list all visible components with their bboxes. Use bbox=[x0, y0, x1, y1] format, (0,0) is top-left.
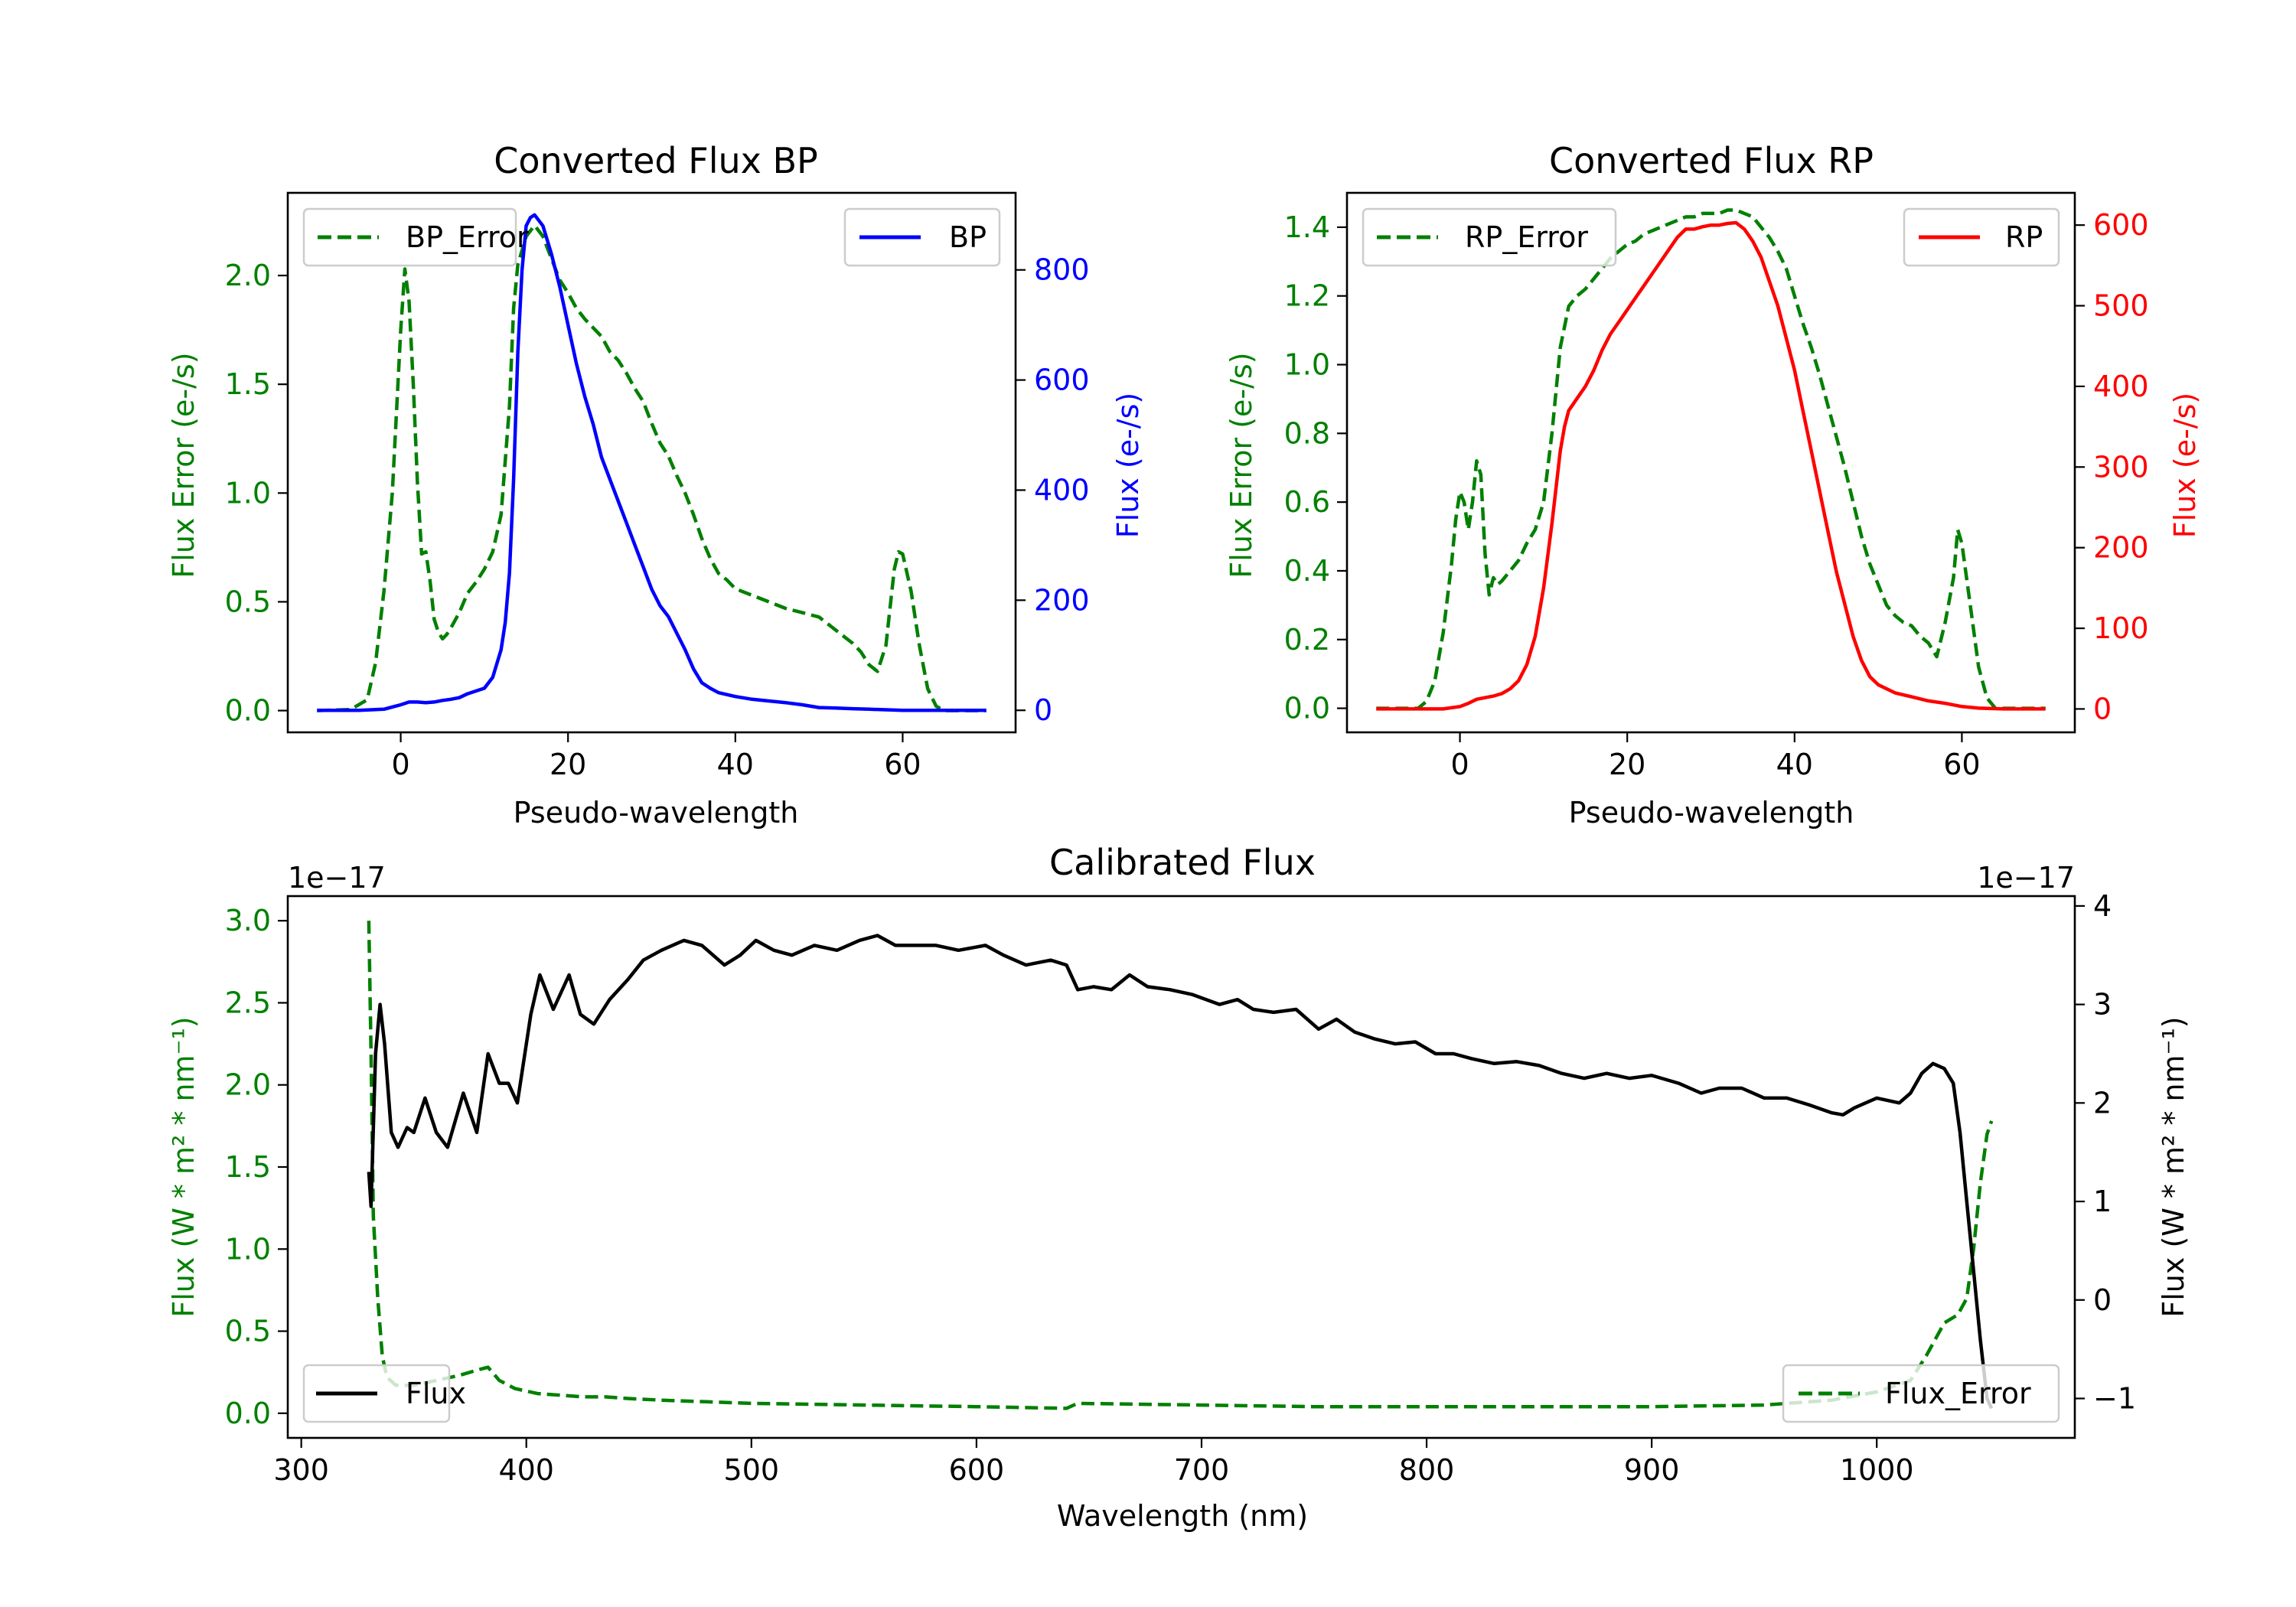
cal-ticks: 300 400 500 600 700 800 900 1000 0.0 0.5 1.0 1.5 2.0… bbox=[225, 889, 2136, 1487]
cal-xtick-label: 600 bbox=[949, 1453, 1005, 1487]
rp-ylabel-right: Flux (e-/s) bbox=[2168, 393, 2202, 538]
cal-ytick-right-label: 4 bbox=[2093, 889, 2112, 923]
bp-ytick-right-label: 800 bbox=[1034, 253, 1090, 287]
rp-legend-left-label: RP_Error bbox=[1465, 220, 1588, 254]
rp-ytick-left-label: 1.4 bbox=[1284, 210, 1330, 244]
cal-legend-right: Flux_Error bbox=[1782, 1364, 2060, 1423]
cal-ytick-left-label: 0.0 bbox=[225, 1397, 271, 1430]
cal-legend-right-label: Flux_Error bbox=[1885, 1377, 2031, 1410]
bp-title: Converted Flux BP bbox=[494, 140, 818, 181]
cal-xlabel: Wavelength (nm) bbox=[1057, 1499, 1308, 1533]
bp-xtick-label: 60 bbox=[884, 748, 921, 781]
bp-ytick-left-label: 0.0 bbox=[225, 694, 271, 728]
rp-xlabel: Pseudo-wavelength bbox=[1569, 796, 1854, 830]
rp-ytick-right-label: 400 bbox=[2093, 370, 2149, 403]
bp-ylabel-right: Flux (e-/s) bbox=[1111, 393, 1145, 538]
rp-ytick-left-label: 0.8 bbox=[1284, 416, 1330, 450]
cal-ylabel-left: Flux (W * m² * nm⁻¹) bbox=[167, 1016, 201, 1317]
rp-ytick-left-label: 1.2 bbox=[1284, 279, 1330, 313]
rp-legend-right-label: RP bbox=[2005, 220, 2043, 254]
rp-series-rp bbox=[1376, 220, 2046, 711]
bp-legend-right-label: BP bbox=[949, 220, 987, 254]
rp-ylabel-left: Flux Error (e-/s) bbox=[1225, 352, 1258, 578]
cal-xtick-label: 400 bbox=[498, 1453, 554, 1487]
cal-offset-right: 1e−17 bbox=[1977, 861, 2075, 895]
bp-xtick-label: 40 bbox=[717, 748, 754, 781]
rp-series-rp-error bbox=[1376, 208, 2046, 710]
bp-ytick-right-label: 200 bbox=[1034, 583, 1090, 617]
bp-legend-left: BP_Error bbox=[302, 207, 529, 267]
cal-ytick-left-label: 2.0 bbox=[225, 1068, 271, 1102]
cal-ytick-right-label: −1 bbox=[2093, 1382, 2136, 1416]
rp-xtick-label: 20 bbox=[1609, 748, 1645, 781]
cal-xtick-label: 800 bbox=[1399, 1453, 1455, 1487]
cal-xtick-label: 700 bbox=[1174, 1453, 1230, 1487]
rp-title: Converted Flux RP bbox=[1549, 140, 1874, 181]
rp-xtick-label: 40 bbox=[1776, 748, 1813, 781]
rp-ytick-right-label: 500 bbox=[2093, 289, 2149, 323]
cal-xtick-label: 1000 bbox=[1840, 1453, 1914, 1487]
rp-ytick-right-label: 0 bbox=[2093, 692, 2112, 725]
rp-ytick-right-label: 300 bbox=[2093, 450, 2149, 484]
bp-legend-left-label: BP_Error bbox=[406, 220, 529, 254]
cal-offset-left: 1e−17 bbox=[288, 861, 386, 895]
cal-axes-frame bbox=[286, 895, 2076, 1439]
rp-ytick-right-label: 200 bbox=[2093, 531, 2149, 565]
rp-ytick-right-label: 100 bbox=[2093, 611, 2149, 645]
cal-ytick-right-label: 3 bbox=[2093, 988, 2112, 1022]
bp-ticks: 0 20 40 60 0.0 0.5 1.0 1.5 2.0 0 200 400 600 800 bbox=[225, 253, 1090, 781]
cal-series-flux-error bbox=[367, 921, 1994, 1410]
cal-ytick-left-label: 1.0 bbox=[225, 1232, 271, 1266]
rp-axes-frame bbox=[1345, 191, 2076, 734]
rp-ytick-left-label: 0.6 bbox=[1284, 485, 1330, 519]
bp-series-bp bbox=[317, 213, 987, 712]
rp-lines bbox=[1376, 208, 2046, 711]
rp-xtick-label: 60 bbox=[1943, 748, 1980, 781]
rp-chart: Converted Flux RP Pseudo-wavelength Flux… bbox=[1225, 140, 2202, 830]
bp-axes-frame bbox=[286, 191, 1017, 734]
cal-ytick-left-label: 3.0 bbox=[225, 904, 271, 937]
cal-ytick-right-label: 1 bbox=[2093, 1185, 2112, 1218]
rp-ytick-left-label: 0.4 bbox=[1284, 554, 1330, 588]
bp-ytick-left-label: 0.5 bbox=[225, 585, 271, 618]
cal-legend-left-label: Flux bbox=[406, 1377, 466, 1410]
rp-ytick-left-label: 1.0 bbox=[1284, 348, 1330, 382]
bp-ytick-left-label: 1.5 bbox=[225, 367, 271, 401]
bp-lines bbox=[317, 213, 987, 712]
bp-ytick-right-label: 600 bbox=[1034, 363, 1090, 397]
cal-ytick-right-label: 2 bbox=[2093, 1086, 2112, 1120]
cal-xtick-label: 900 bbox=[1624, 1453, 1680, 1487]
bp-series-bp-error bbox=[317, 223, 987, 712]
bp-xtick-label: 0 bbox=[391, 748, 409, 781]
cal-ytick-left-label: 2.5 bbox=[225, 986, 271, 1019]
rp-legend-left: RP_Error bbox=[1362, 207, 1617, 267]
rp-legend-right: RP bbox=[1903, 207, 2060, 267]
cal-series-flux bbox=[367, 934, 1994, 1410]
bp-ytick-left-label: 2.0 bbox=[225, 259, 271, 292]
cal-ytick-left-label: 1.5 bbox=[225, 1150, 271, 1184]
cal-title: Calibrated Flux bbox=[1049, 842, 1316, 883]
rp-ytick-left-label: 0.2 bbox=[1284, 623, 1330, 657]
bp-xlabel: Pseudo-wavelength bbox=[514, 796, 799, 830]
bp-chart: Converted Flux BP Pseudo-wavelength Flux… bbox=[167, 140, 1145, 830]
bp-ytick-right-label: 0 bbox=[1034, 693, 1052, 727]
bp-xtick-label: 20 bbox=[550, 748, 586, 781]
rp-ytick-right-label: 600 bbox=[2093, 208, 2149, 242]
rp-ticks: 0 20 40 60 0.0 0.2 0.4 0.6 0.8 1.0 1.2 1.4 0 100 200 30… bbox=[1284, 208, 2149, 781]
cal-ytick-right-label: 0 bbox=[2093, 1283, 2112, 1317]
cal-lines bbox=[367, 921, 1994, 1410]
calibrated-chart: Calibrated Flux Wavelength (nm) 1e−17 1e… bbox=[167, 842, 2190, 1533]
rp-xtick-label: 0 bbox=[1450, 748, 1469, 781]
cal-xtick-label: 500 bbox=[724, 1453, 780, 1487]
bp-legend-right: BP bbox=[843, 207, 1001, 267]
bp-ytick-left-label: 1.0 bbox=[225, 476, 271, 510]
rp-ytick-left-label: 0.0 bbox=[1284, 692, 1330, 725]
bp-ytick-right-label: 400 bbox=[1034, 473, 1090, 507]
cal-ytick-left-label: 0.5 bbox=[225, 1315, 271, 1348]
cal-ylabel-right: Flux (W * m² * nm⁻¹) bbox=[2157, 1016, 2190, 1317]
cal-xtick-label: 300 bbox=[273, 1453, 329, 1487]
bp-ylabel-left: Flux Error (e-/s) bbox=[167, 352, 201, 578]
cal-legend-left: Flux bbox=[302, 1364, 466, 1423]
